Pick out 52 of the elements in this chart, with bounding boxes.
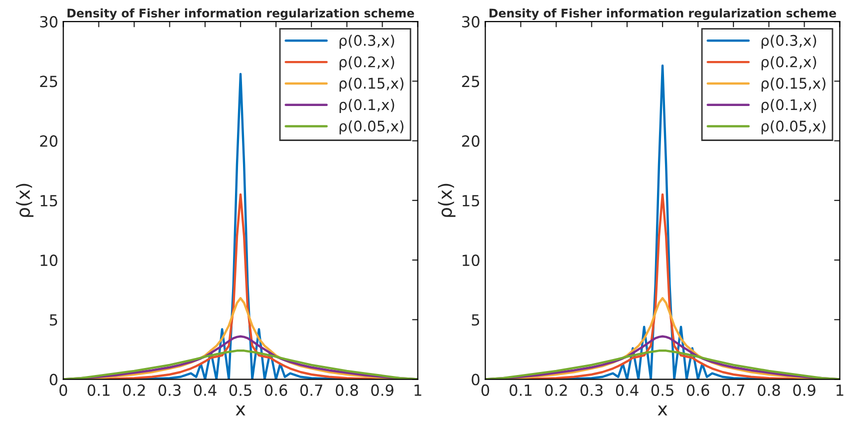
x-tick-label: 0.5 [229, 384, 252, 396]
x-tick-label: 0 [481, 384, 490, 396]
x-tick-label: 0.7 [300, 384, 322, 396]
legend-label: ρ(0.3,x) [762, 34, 816, 49]
x-tick-label: 0.6 [264, 384, 288, 396]
x-tick-label: 0.9 [371, 384, 394, 396]
x-tick-label: 0.5 [651, 384, 674, 396]
x-tick-label: 0.7 [722, 384, 744, 396]
x-tick-label: 0.2 [545, 384, 567, 396]
x-tick-label: 0.6 [686, 384, 710, 396]
y-tick-label: 10 [462, 254, 480, 266]
x-tick-label: 0.1 [510, 384, 532, 396]
x-tick-label: 1 [836, 384, 844, 396]
y-tick-label: 20 [40, 135, 58, 147]
y-tick-label: 25 [462, 76, 480, 88]
y-tick-label: 5 [50, 314, 58, 326]
y-tick-label: 10 [40, 254, 58, 266]
legend-label: ρ(0.05,x) [762, 120, 826, 134]
y-tick-label: 25 [40, 76, 58, 88]
x-tick-label: 1 [414, 384, 422, 396]
chart-title: Density of Fisher information regularization scheme [68, 8, 414, 20]
x-tick-label: 0.8 [336, 384, 358, 396]
legend-label: ρ(0.2,x) [762, 56, 816, 70]
x-axis-title: x [236, 406, 246, 416]
legend-label: ρ(0.1,x) [762, 98, 816, 114]
x-tick-label: 0.4 [616, 384, 638, 396]
x-axis-title: x [658, 406, 668, 416]
legend-label: ρ(0.2,x) [340, 56, 394, 70]
chart-title: Density of Fisher information regularization scheme [490, 8, 836, 20]
legend-label: ρ(0.15,x) [340, 78, 404, 92]
x-tick-label: 0.8 [758, 384, 780, 396]
y-tick-label: 20 [462, 135, 480, 147]
y-tick-label: 15 [462, 195, 480, 206]
y-tick-label: 0 [50, 374, 58, 386]
legend-label: ρ(0.15,x) [762, 78, 826, 92]
x-tick-label: 0.2 [123, 384, 145, 396]
y-tick-label: 15 [40, 195, 58, 206]
legend-label: ρ(0.05,x) [340, 120, 404, 134]
y-tick-label: 0 [472, 374, 480, 386]
y-axis-title: ρ(x) [16, 184, 34, 217]
y-tick-label: 30 [462, 16, 480, 28]
y-tick-label: 5 [472, 314, 480, 326]
x-tick-label: 0.9 [793, 384, 816, 396]
x-tick-label: 0.3 [580, 384, 603, 396]
x-tick-label: 0.1 [88, 384, 110, 396]
x-tick-label: 0.4 [194, 384, 216, 396]
legend-label: ρ(0.3,x) [340, 34, 394, 49]
legend-label: ρ(0.1,x) [340, 98, 394, 114]
y-axis-title: ρ(x) [438, 184, 456, 217]
x-tick-label: 0 [59, 384, 68, 396]
x-tick-label: 0.3 [158, 384, 181, 396]
y-tick-label: 30 [40, 16, 58, 28]
